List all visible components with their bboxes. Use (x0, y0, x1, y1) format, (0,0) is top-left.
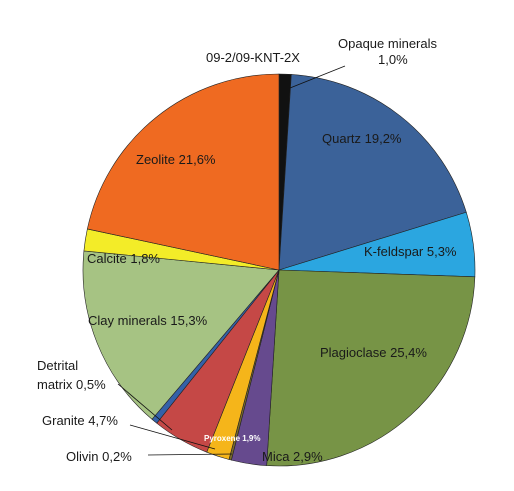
label-granite: Granite 4,7% (42, 413, 118, 428)
label-zeolite: Zeolite 21,6% (136, 152, 216, 167)
slice-plagioclase (266, 269, 476, 467)
label-opaque-minerals-line-1: Opaque minerals (338, 36, 437, 51)
slice-clay-minerals (82, 250, 280, 420)
label-k-feldspar: K-feldspar 5,3% (364, 244, 457, 259)
label-opaque-minerals-line-2: 1,0% (378, 52, 408, 67)
label-clay-minerals: Clay minerals 15,3% (88, 313, 208, 328)
label-calcite: Calcite 1,8% (87, 251, 160, 266)
leader-granite (129, 424, 216, 450)
label-olivin: Olivin 0,2% (66, 449, 132, 464)
label-mica: Mica 2,9% (262, 449, 323, 464)
label-detrital-matrix-line-2: matrix 0,5% (37, 377, 106, 392)
label-quartz: Quartz 19,2% (322, 131, 402, 146)
leader-detrital-matrix (117, 383, 173, 431)
sample-annotation: 09-2/09-KNT-2X (206, 50, 300, 65)
pie-slices (82, 73, 476, 467)
slice-zeolite (86, 73, 280, 271)
leader-opaque-minerals (289, 65, 346, 89)
label-plagioclase: Plagioclase 25,4% (320, 345, 427, 360)
leader-lines (117, 65, 346, 456)
leader-olivin (147, 453, 233, 456)
label-pyroxene: Pyroxene 1,9% (204, 434, 260, 443)
label-detrital-matrix-line-1: Detrital (37, 358, 78, 373)
